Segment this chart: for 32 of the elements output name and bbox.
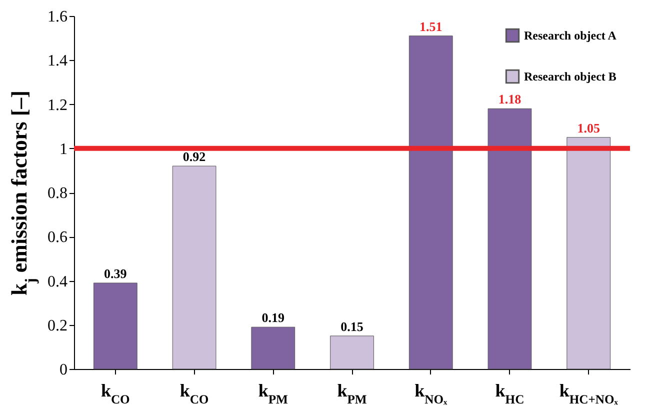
bar: [251, 326, 296, 370]
data-label: 1.05: [577, 120, 600, 136]
x-tick-label: k$_{CO}$: [100, 380, 130, 406]
data-label: 0.19: [262, 310, 286, 326]
data-label: 0.15: [340, 318, 364, 334]
data-label: 1.51: [419, 18, 442, 34]
bar: [93, 282, 138, 370]
x-tick-label: k$_{HC+NOₓ}$: [559, 380, 618, 406]
y-tick-label: 1: [60, 140, 68, 158]
y-tick-label: 0: [60, 362, 68, 378]
data-label: 0.92: [182, 149, 206, 164]
x-tick-label: k$_{NOₓ}$: [414, 380, 448, 406]
y-tick-label: 1.4: [48, 52, 68, 70]
legend-label: Research object B: [524, 70, 616, 84]
x-tick-label: k$_{PM}$: [337, 380, 367, 406]
bar: [408, 36, 453, 370]
bar: [172, 166, 216, 370]
y-tick-label: 0.2: [48, 317, 68, 334]
y-tick-label: 0.4: [48, 273, 68, 290]
y-tick-label: 0.8: [48, 185, 68, 202]
y-tick-label: 1.6: [48, 8, 68, 26]
bar: [330, 336, 374, 370]
y-tick-label: 0.6: [48, 229, 68, 246]
x-tick-label: k$_{CO}$: [180, 380, 209, 406]
bar: [566, 137, 611, 370]
y-tick-label: 1.2: [48, 96, 68, 114]
x-tick-label: k$_{HC}$: [495, 380, 524, 406]
legend-label: Research object A: [524, 28, 617, 42]
x-tick-label: k$_{PM}$: [258, 380, 288, 406]
data-label: 0.39: [104, 266, 128, 281]
bar: [488, 108, 532, 370]
data-label: 1.18: [498, 92, 522, 107]
